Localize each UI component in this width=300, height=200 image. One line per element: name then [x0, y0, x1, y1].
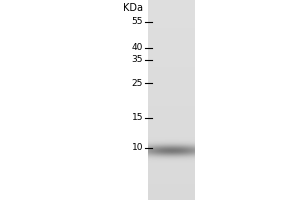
Text: 55: 55 — [131, 18, 143, 26]
Text: KDa: KDa — [123, 3, 143, 13]
Text: 25: 25 — [132, 78, 143, 88]
Text: 15: 15 — [131, 114, 143, 122]
Text: 10: 10 — [131, 144, 143, 152]
Text: 40: 40 — [132, 44, 143, 52]
Text: 35: 35 — [131, 55, 143, 64]
